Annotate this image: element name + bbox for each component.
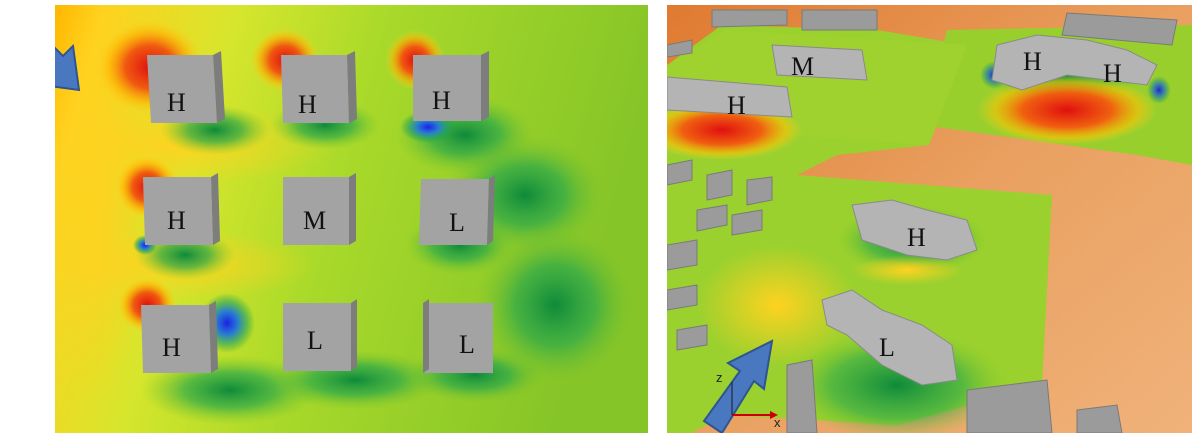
building-label: H xyxy=(727,91,746,120)
axis-z-label: z xyxy=(716,370,723,385)
building-label: H xyxy=(162,333,181,362)
building-label: H xyxy=(432,86,451,115)
right-wind-map: z x M H H H H L xyxy=(667,5,1192,433)
building-label: H xyxy=(167,88,186,117)
right-wind-field xyxy=(667,5,1192,433)
building-label: M xyxy=(303,206,327,235)
building-label: L xyxy=(879,333,895,362)
building-boxes xyxy=(141,51,495,373)
building-label: H xyxy=(1103,59,1122,88)
left-wind-field xyxy=(55,5,648,433)
building-label: H xyxy=(907,223,926,252)
axis-x-label: x xyxy=(774,415,781,430)
building-label: H xyxy=(298,90,317,119)
building-label: H xyxy=(167,206,186,235)
building-label: H xyxy=(1023,47,1042,76)
building-label: L xyxy=(459,330,475,359)
wind-arrow-icon xyxy=(702,339,774,433)
building-label: L xyxy=(449,208,465,237)
wind-arrow-icon xyxy=(55,43,81,92)
building-label: L xyxy=(307,326,323,355)
axis-triad-icon xyxy=(731,382,778,419)
building-label: M xyxy=(791,52,815,81)
left-wind-map: H H H H M L H L L xyxy=(55,5,648,433)
